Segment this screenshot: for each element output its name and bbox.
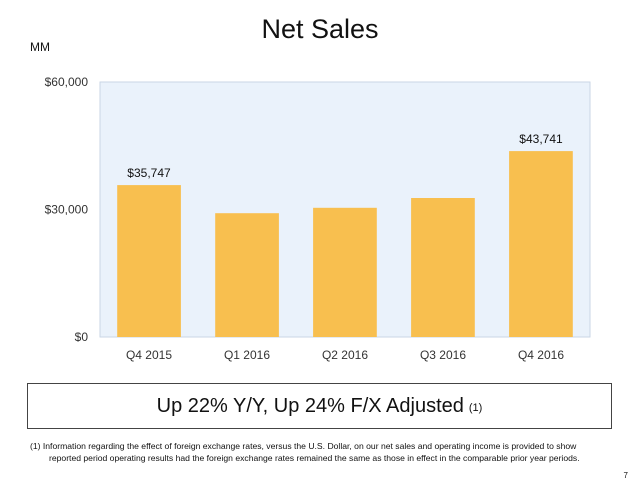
data-label: $35,747 bbox=[127, 166, 171, 180]
y-tick-label: $60,000 bbox=[45, 75, 89, 89]
x-tick-label: Q2 2016 bbox=[322, 348, 368, 362]
footnote-line-1: (1) Information regarding the effect of … bbox=[30, 441, 577, 451]
x-tick-label: Q3 2016 bbox=[420, 348, 466, 362]
summary-text: Up 22% Y/Y, Up 24% F/X Adjusted bbox=[156, 394, 464, 417]
x-tick-label: Q1 2016 bbox=[224, 348, 270, 362]
bar-q4-2016 bbox=[509, 151, 573, 337]
bar-q1-2016 bbox=[215, 213, 279, 337]
footnote: (1) Information regarding the effect of … bbox=[30, 440, 630, 464]
unit-label: MM bbox=[30, 40, 50, 54]
data-label: $43,741 bbox=[519, 132, 563, 146]
page-number: 7 bbox=[623, 471, 628, 480]
bar-q4-2015 bbox=[117, 185, 181, 337]
bar-q3-2016 bbox=[411, 198, 475, 337]
y-tick-label: $30,000 bbox=[45, 203, 89, 217]
x-tick-label: Q4 2016 bbox=[518, 348, 564, 362]
footnote-line-2: reported period operating results had th… bbox=[49, 453, 580, 463]
summary-footnote-ref: (1) bbox=[468, 402, 483, 414]
x-tick-label: Q4 2015 bbox=[126, 348, 172, 362]
net-sales-bar-chart: $35,747 $43,741 $0 $30,000 $60,000 Q4 2015 Q… bbox=[45, 75, 591, 362]
summary-box: Up 22% Y/Y, Up 24% F/X Adjusted (1) bbox=[27, 383, 612, 429]
y-tick-label: $0 bbox=[75, 330, 89, 344]
chart-title: Net Sales bbox=[261, 14, 379, 44]
bar-q2-2016 bbox=[313, 207, 377, 337]
